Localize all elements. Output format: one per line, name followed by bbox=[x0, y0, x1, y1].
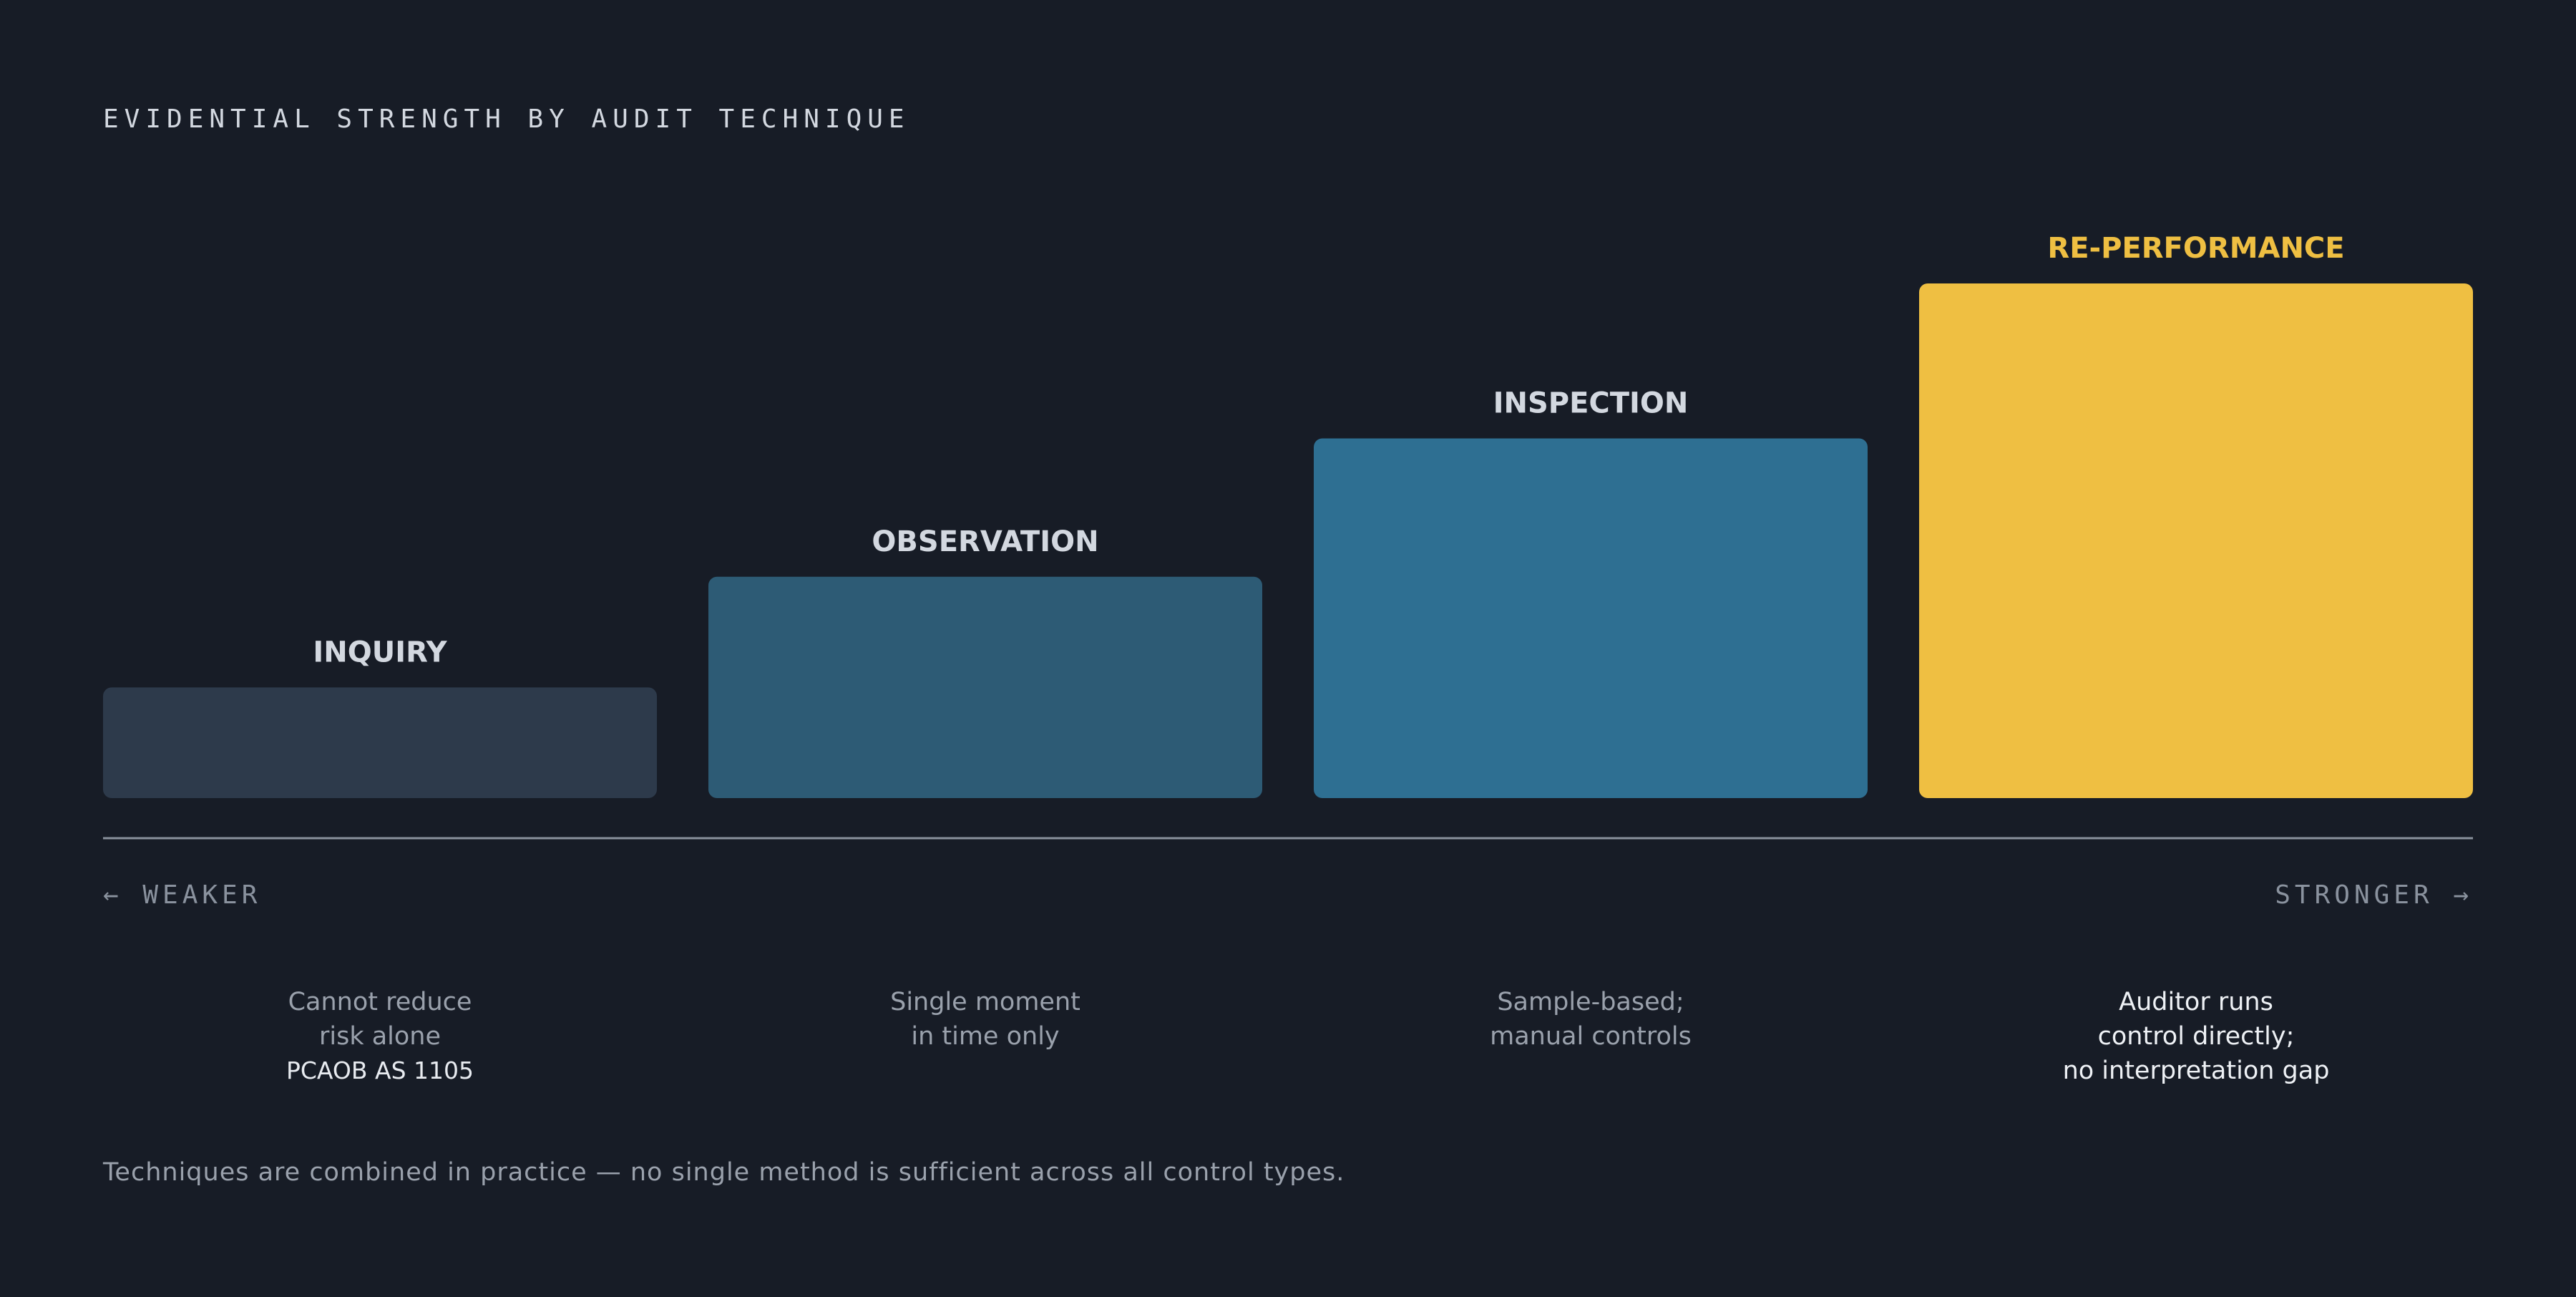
description-line: Single moment bbox=[890, 988, 1080, 1016]
bar-inquiry bbox=[103, 687, 657, 798]
bar-label-inspection: INSPECTION bbox=[1493, 387, 1689, 419]
standard-reference: PCAOB AS 1105 bbox=[286, 1056, 474, 1084]
bar-observation bbox=[708, 576, 1262, 798]
bar-re-performance bbox=[1919, 283, 2473, 798]
bar-label-observation: OBSERVATION bbox=[872, 525, 1098, 558]
description-line: Auditor runs bbox=[2119, 988, 2273, 1016]
axis-label-stronger: STRONGER → bbox=[2275, 880, 2473, 910]
description-line: Sample-based; bbox=[1497, 988, 1684, 1016]
description-line: in time only bbox=[911, 1022, 1060, 1051]
description-re-performance: Auditor runs control directly; no interp… bbox=[1919, 985, 2473, 1088]
bar-inspection bbox=[1314, 438, 1868, 798]
description-line: Cannot reduce bbox=[288, 988, 472, 1016]
description-line: risk alone bbox=[318, 1022, 441, 1051]
description-line: manual controls bbox=[1490, 1022, 1692, 1051]
description-line: control directly; bbox=[2097, 1022, 2295, 1051]
chart-title: EVIDENTIAL STRENGTH BY AUDIT TECHNIQUE bbox=[103, 105, 910, 134]
description-inspection: Sample-based; manual controls bbox=[1314, 985, 1868, 1054]
description-inquiry: Cannot reduce risk alone PCAOB AS 1105 bbox=[103, 985, 657, 1088]
footnote: Techniques are combined in practice — no… bbox=[103, 1158, 1345, 1187]
axis-label-weaker: ← WEAKER bbox=[103, 880, 262, 910]
description-line: no interpretation gap bbox=[2062, 1056, 2330, 1085]
description-observation: Single moment in time only bbox=[708, 985, 1262, 1054]
bar-label-inquiry: INQUIRY bbox=[313, 636, 447, 669]
bar-label-re-performance: RE-PERFORMANCE bbox=[2047, 232, 2344, 265]
